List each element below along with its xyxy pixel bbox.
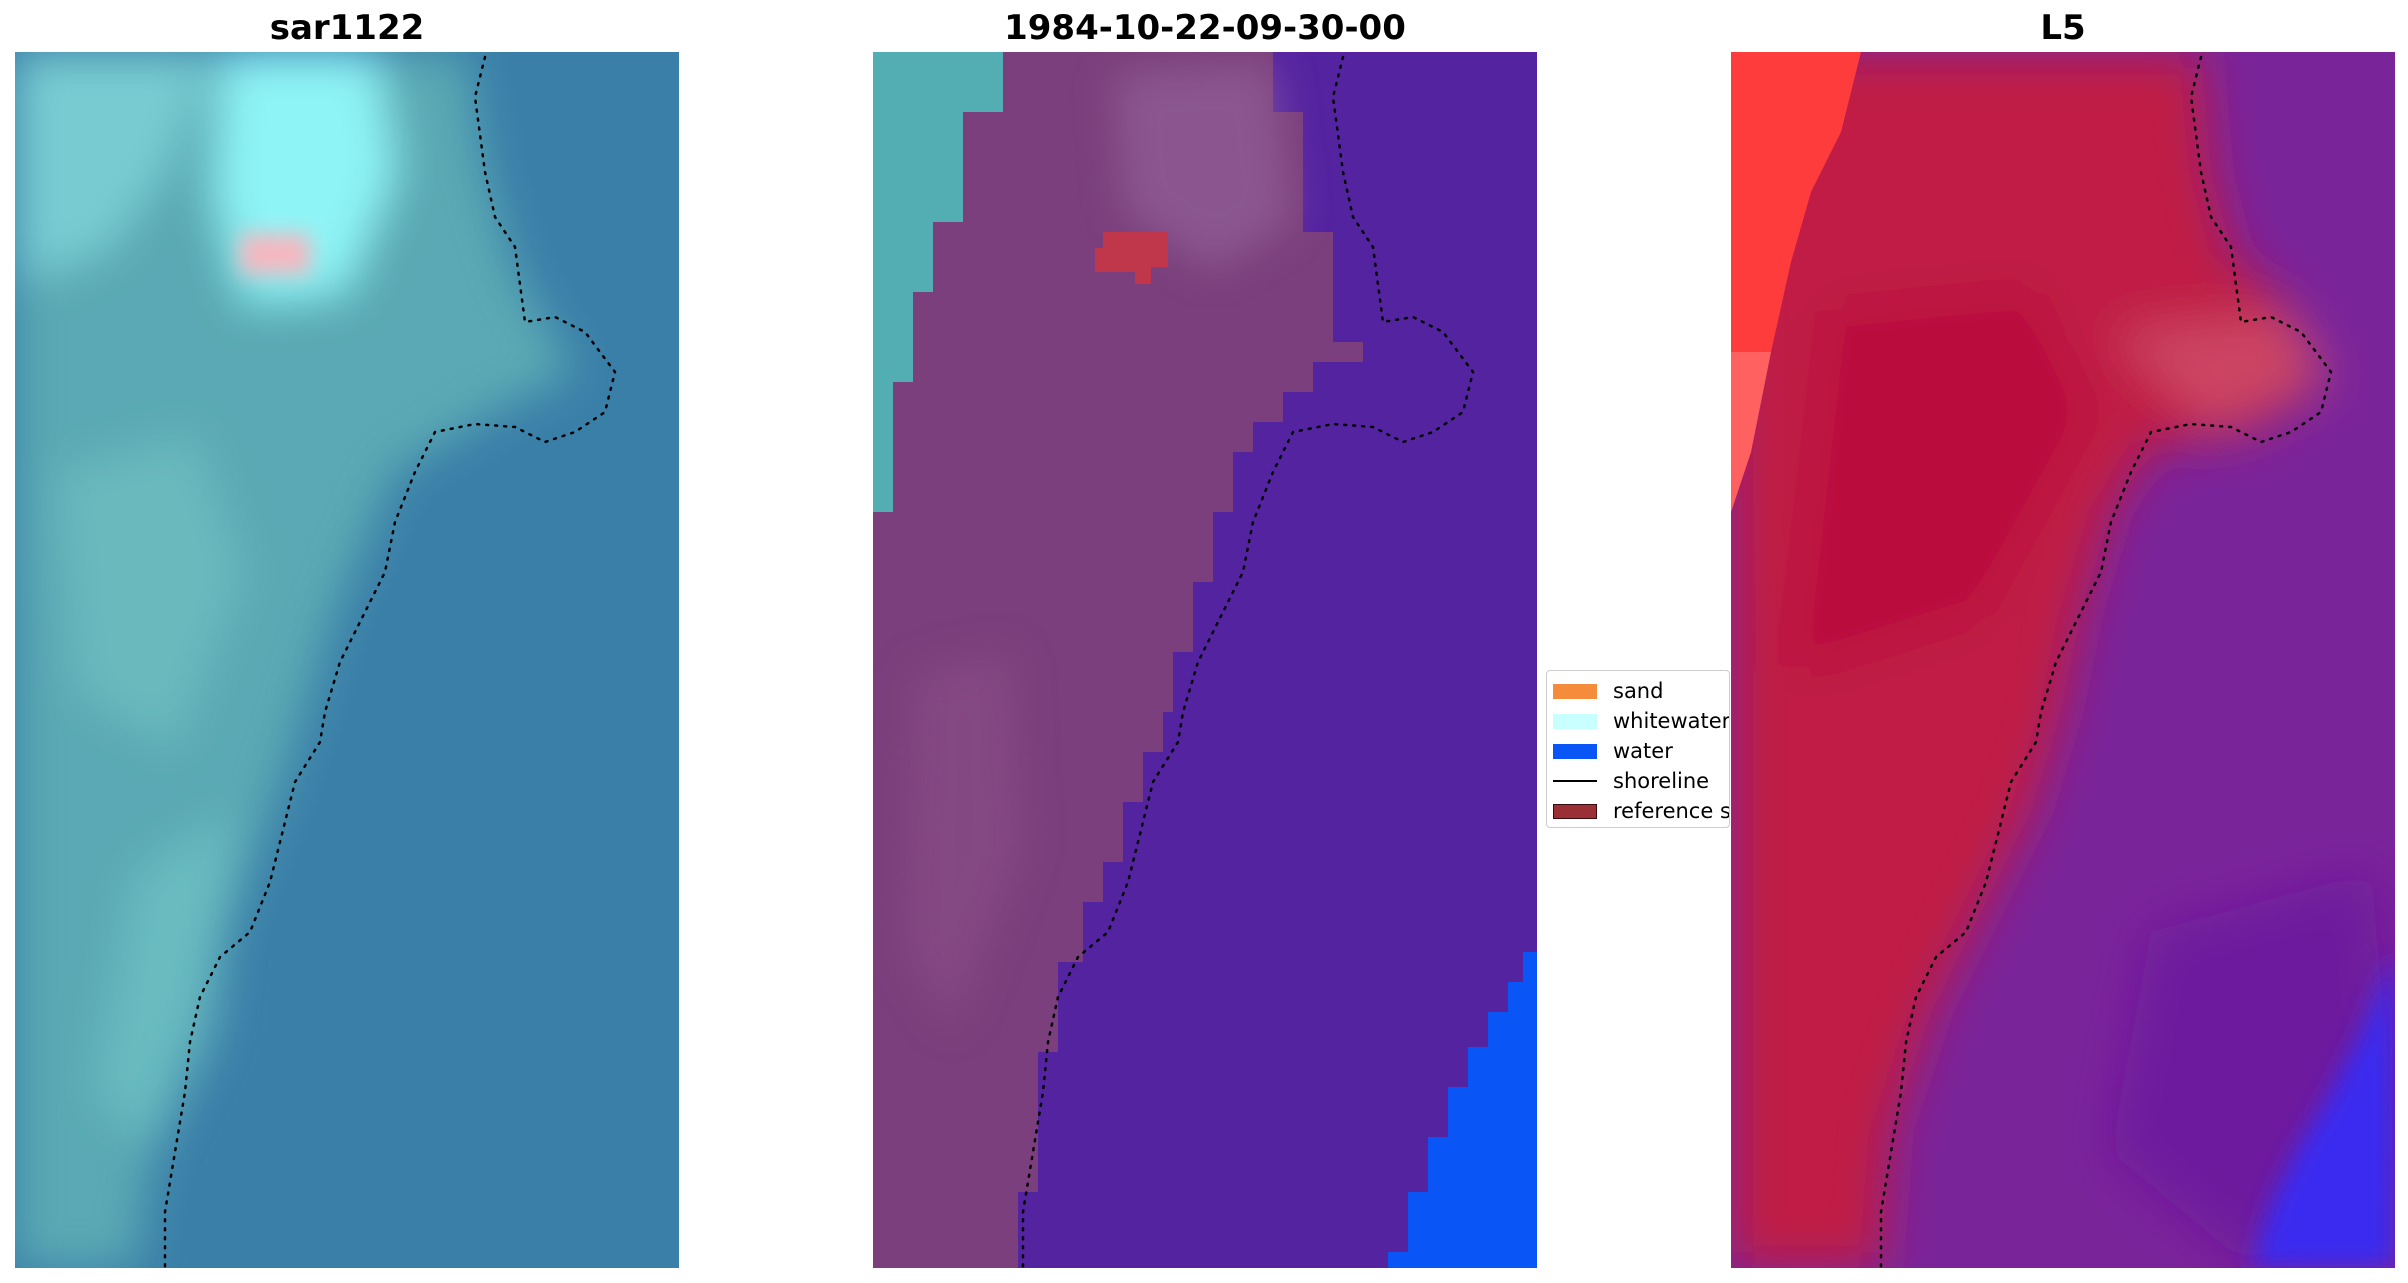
rgb-image <box>15 52 679 1268</box>
legend-label-whitewater: whitewater <box>1613 709 1730 733</box>
land-class-area <box>873 52 1363 1268</box>
shoreline <box>1021 55 1475 1268</box>
legend-label-shoreline: shoreline <box>1613 769 1710 793</box>
panel-title-1: sar1122 <box>269 8 425 48</box>
image-panel-false-color <box>1731 52 2395 1268</box>
legend-swatch-whitewater <box>1553 714 1597 729</box>
legend-label-sand: sand <box>1613 679 1664 703</box>
classified-image <box>873 52 1537 1268</box>
legend-item-sand: sand <box>1547 679 1729 703</box>
whitewater-class-area <box>873 52 1003 512</box>
deep-water-area <box>2251 952 2395 1268</box>
legend-item-shoreline: shoreline <box>1547 769 1729 793</box>
legend-item-reference: reference s <box>1547 799 1730 823</box>
legend-item-water: water <box>1547 739 1729 763</box>
legend: sand whitewater water shoreline referenc… <box>1546 670 1730 828</box>
legend-label-reference: reference s <box>1613 799 1730 823</box>
shoreline <box>1879 55 2333 1268</box>
shoreline <box>163 55 617 1268</box>
legend-swatch-reference <box>1553 804 1597 819</box>
legend-label-water: water <box>1613 739 1673 763</box>
panel-title-3: L5 <box>2040 8 2086 48</box>
red-patch <box>240 234 310 274</box>
image-panel-classified <box>873 52 1537 1268</box>
red-patch <box>1095 232 1168 284</box>
legend-swatch-shoreline <box>1553 780 1597 782</box>
legend-swatch-water <box>1553 744 1597 759</box>
image-panel-rgb <box>15 52 679 1268</box>
red-strip <box>1731 52 1861 512</box>
deep-water-class-area <box>1388 952 1537 1268</box>
panel-title-2: 1984-10-22-09-30-00 <box>1004 8 1406 48</box>
legend-item-whitewater: whitewater <box>1547 709 1730 733</box>
false-color-image <box>1731 52 2395 1268</box>
legend-swatch-sand <box>1553 684 1597 699</box>
